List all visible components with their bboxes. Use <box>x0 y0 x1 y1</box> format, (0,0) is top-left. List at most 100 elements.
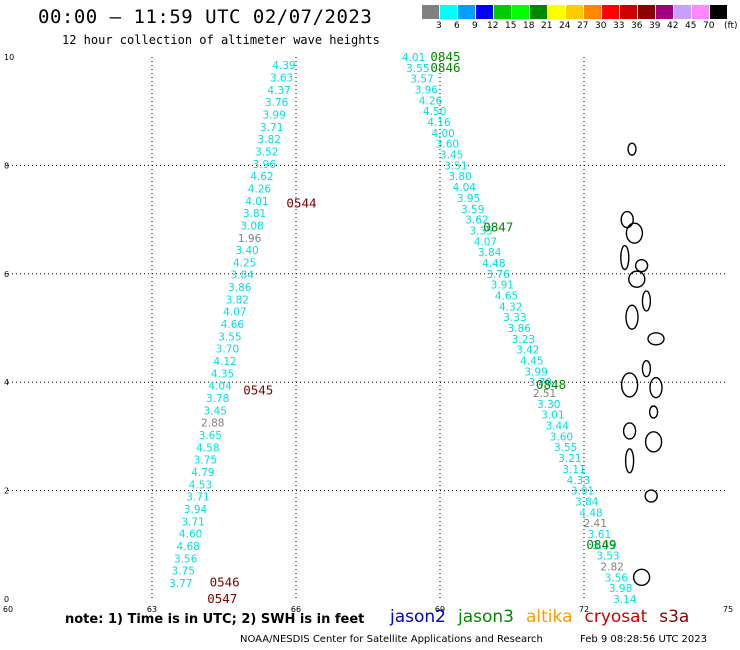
lat-tick-label: 4 <box>4 378 9 387</box>
map-title: 00:00 – 11:59 UTC 02/07/2023 <box>38 6 373 28</box>
wave-height-value: 3.42 <box>516 345 539 357</box>
wave-height-value: 3.56 <box>174 553 198 565</box>
island-outline <box>647 332 665 346</box>
wave-height-value: 4.33 <box>567 475 590 487</box>
lon-tick-label: 60 <box>3 605 13 614</box>
wave-height-value: 3.53 <box>596 551 619 563</box>
wave-height-value: 3.78 <box>206 393 229 405</box>
wave-height-value: 3.96 <box>253 159 277 171</box>
wave-height-value: 3.91 <box>571 486 594 498</box>
pass-time-label: 0846 <box>430 60 460 75</box>
wave-height-value: 3.94 <box>184 504 208 516</box>
pass-time-label: 0847 <box>483 220 513 235</box>
colorbar-swatch <box>422 5 440 19</box>
wave-height-value: 3.51 <box>444 160 467 172</box>
colorbar-swatch <box>692 5 710 19</box>
wave-height-value: 3.55 <box>218 331 241 343</box>
wave-height-value: 3.75 <box>172 566 195 578</box>
wave-height-value: 3.77 <box>169 578 192 590</box>
satellite-legend-item: jason2 <box>390 607 446 627</box>
wave-height-value: 3.40 <box>235 245 258 257</box>
pass-time-label: 0547 <box>207 591 237 606</box>
wave-height-value: 4.66 <box>221 319 245 331</box>
colorbar-swatch <box>476 5 494 19</box>
wave-height-value: 4.04 <box>453 182 477 194</box>
wave-height-value: 3.86 <box>508 323 532 335</box>
colorbar-swatch <box>620 5 638 19</box>
wave-height-value: 4.26 <box>419 95 443 107</box>
colorbar-swatch <box>638 5 656 19</box>
wave-height-value: 3.86 <box>228 282 252 294</box>
island-outline <box>624 448 635 474</box>
wave-height-value: 3.65 <box>199 430 222 442</box>
colorbar-label: 12 <box>487 21 499 31</box>
wave-height-value: 4.00 <box>431 128 454 140</box>
wave-height-value: 4.16 <box>427 117 451 129</box>
wave-height-value: 3.80 <box>448 171 471 183</box>
generation-timestamp: Feb 9 08:28:56 UTC 2023 <box>580 634 707 645</box>
wave-height-value: 4.01 <box>402 52 425 64</box>
wave-height-value: 3.84 <box>575 496 599 508</box>
satellite-legend-item: jason3 <box>458 607 514 627</box>
colorbar-label: 39 <box>649 21 661 31</box>
wave-height-value: 3.70 <box>216 344 239 356</box>
wave-height-value: 4.39 <box>272 60 295 72</box>
wave-height-value: 2.41 <box>584 518 607 530</box>
colorbar <box>422 5 728 19</box>
wave-height-value: 3.71 <box>186 492 209 504</box>
pass-time-label: 0546 <box>210 575 240 590</box>
colorbar-swatch <box>674 5 692 19</box>
lon-tick-label: 63 <box>147 605 157 614</box>
colorbar-swatch <box>710 5 728 19</box>
wave-height-value: 3.45 <box>440 150 463 162</box>
wave-height-value: 4.53 <box>189 479 212 491</box>
colorbar-label: 18 <box>523 21 535 31</box>
wave-height-value: 4.45 <box>520 356 543 368</box>
island-outline <box>648 405 659 419</box>
colorbar-label: 21 <box>541 21 553 31</box>
lon-tick-label: 72 <box>579 605 589 614</box>
pass-time-label: 0848 <box>536 377 566 392</box>
island-outline <box>628 270 646 288</box>
satellite-legend: jason2 jason3 altika cryosat s3a <box>390 607 701 627</box>
wave-height-value: 4.01 <box>245 196 268 208</box>
island-outline <box>632 568 651 587</box>
colorbar-swatch <box>566 5 584 19</box>
colorbar-swatch <box>494 5 512 19</box>
wave-height-value: 3.91 <box>491 280 514 292</box>
pass-time-label: 0849 <box>586 537 616 552</box>
wave-height-value: 3.81 <box>243 208 266 220</box>
island-outline <box>620 244 630 271</box>
pass-time-label: 0845 <box>430 49 460 64</box>
satellite-legend-item: altika <box>526 607 573 627</box>
track-a-wave-heights: 4.393.634.373.763.993.713.823.523.964.62… <box>169 60 296 590</box>
colorbar-label: 24 <box>559 21 571 31</box>
wave-height-value: 3.30 <box>537 399 560 411</box>
colorbar-unit: (ft) <box>724 21 738 31</box>
colorbar-swatch <box>458 5 476 19</box>
wave-height-value: 4.62 <box>250 171 273 183</box>
wave-height-value: 4.50 <box>423 106 446 118</box>
lat-lon-grid <box>8 57 728 599</box>
island-outline <box>622 422 637 440</box>
wave-height-value: 1.96 <box>238 233 262 245</box>
island-outline <box>620 372 639 398</box>
wave-height-value: 3.11 <box>562 464 585 476</box>
wave-height-value: 3.95 <box>457 193 480 205</box>
wave-height-value: 3.44 <box>546 421 570 433</box>
colorbar-label: 70 <box>703 21 715 31</box>
wave-height-value: 3.71 <box>260 122 283 134</box>
wave-height-value: 3.35 <box>469 225 492 237</box>
wave-height-value: 4.12 <box>213 356 236 368</box>
wave-height-value: 3.84 <box>231 270 255 282</box>
colorbar-label: 30 <box>595 21 607 31</box>
wave-height-value: 4.37 <box>267 85 290 97</box>
colorbar-label: 27 <box>577 21 589 31</box>
wave-height-value: 4.04 <box>208 381 232 393</box>
wave-height-value: 2.82 <box>600 561 623 573</box>
lat-tick-label: 10 <box>4 53 14 62</box>
footnote: note: 1) Time is in UTC; 2) SWH is in fe… <box>65 612 365 627</box>
wave-height-value: 4.58 <box>196 442 219 454</box>
wave-height-value: 4.48 <box>579 507 602 519</box>
